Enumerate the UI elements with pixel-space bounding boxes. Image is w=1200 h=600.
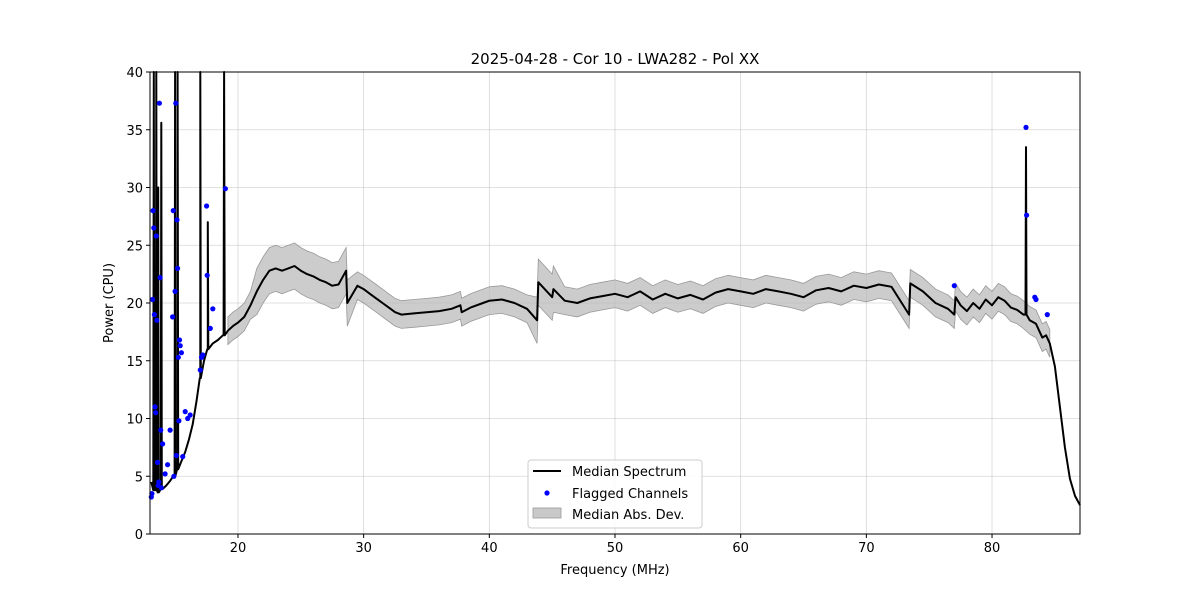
- x-tick-label: 60: [732, 541, 749, 556]
- x-tick-label: 70: [858, 541, 875, 556]
- flagged-channel-point: [152, 404, 158, 410]
- flagged-channel-point: [180, 454, 186, 460]
- y-tick-label: 30: [126, 182, 143, 197]
- flagged-channel-point: [1044, 312, 1050, 318]
- y-axis-label: Power (CPU): [102, 263, 117, 343]
- flagged-channel-point: [167, 427, 173, 433]
- flagged-channel-point: [158, 427, 164, 433]
- flagged-channel-point: [171, 473, 177, 479]
- flagged-channel-point: [170, 314, 176, 320]
- flagged-channel-point: [1033, 296, 1039, 303]
- flagged-channel-point: [200, 352, 206, 358]
- flagged-channel-point: [173, 100, 179, 106]
- flagged-channel-point: [154, 459, 161, 465]
- legend-box: [527, 459, 703, 529]
- legend-label-flagged: Flagged Channels: [572, 487, 688, 502]
- y-tick-label: 20: [126, 297, 143, 312]
- flagged-channel-point: [153, 233, 159, 239]
- flagged-channel-point: [157, 275, 163, 281]
- flagged-channel-point: [1023, 124, 1029, 130]
- flagged-channel-point: [172, 288, 178, 294]
- flagged-channel-point: [150, 208, 156, 214]
- flagged-channel-point: [151, 225, 157, 231]
- y-tick-label: 15: [126, 355, 143, 370]
- mad-band-area: [227, 242, 1051, 358]
- x-tick-label: 80: [984, 541, 1001, 556]
- flagged-channel-point: [156, 479, 162, 485]
- flagged-channel-point: [175, 265, 181, 271]
- chart-title: 2025-04-28 - Cor 10 - LWA282 - Pol XX: [471, 50, 760, 68]
- y-tick-label: 5: [135, 470, 143, 485]
- flagged-channel-point: [951, 283, 957, 289]
- legend-point-swatch: [544, 490, 550, 496]
- x-tick-label: 40: [481, 541, 498, 556]
- flagged-channel-point: [165, 462, 171, 468]
- flagged-channel-point: [156, 100, 162, 106]
- legend-label-mad: Median Abs. Dev.: [572, 508, 684, 523]
- flagged-channel-point: [222, 186, 228, 192]
- y-axis-ticks: 0 5 10 15 20 25 30 35 40: [126, 66, 150, 543]
- flagged-channel-point: [187, 412, 193, 418]
- flagged-channel-point: [154, 317, 160, 323]
- x-tick-label: 20: [230, 541, 247, 556]
- flagged-channel-point: [176, 418, 182, 424]
- x-axis-ticks: 20 30 40 50 60 70 80: [230, 534, 1001, 556]
- x-tick-label: 30: [355, 541, 372, 556]
- flagged-channel-point: [178, 350, 184, 356]
- flagged-channel-point: [182, 409, 188, 415]
- flagged-channel-point: [158, 485, 164, 491]
- legend-label-median: Median Spectrum: [572, 465, 686, 480]
- y-tick-label: 10: [126, 413, 143, 428]
- flagged-channel-point: [210, 306, 216, 312]
- flagged-channel-point: [204, 272, 210, 278]
- y-tick-label: 0: [135, 528, 143, 543]
- flagged-channel-point: [153, 410, 159, 416]
- flagged-channel-point: [149, 296, 156, 303]
- flagged-channel-point: [170, 208, 176, 214]
- legend: Median Spectrum Flagged Channels Median …: [527, 459, 703, 529]
- legend-band-swatch: [532, 507, 562, 519]
- flagged-channel-point: [151, 312, 157, 318]
- median-abs-dev-band: [227, 242, 1051, 358]
- plot-area: [148, 71, 1081, 535]
- y-tick-label: 40: [126, 66, 143, 81]
- flagged-channel-point: [173, 452, 179, 459]
- flagged-channel-point: [149, 491, 155, 497]
- median-spectrum-series: [150, 71, 1081, 506]
- flagged-channel-point: [160, 441, 166, 447]
- flagged-channel-point: [174, 217, 180, 223]
- x-axis-label: Frequency (MHz): [560, 563, 669, 578]
- y-tick-label: 25: [126, 239, 143, 254]
- flagged-channel-point: [162, 471, 168, 477]
- median-spectrum-line: [150, 71, 1081, 506]
- flagged-channel-point: [204, 203, 210, 209]
- flagged-channel-point: [207, 325, 213, 331]
- y-tick-label: 35: [126, 124, 143, 139]
- flagged-channel-point: [1024, 212, 1030, 218]
- flagged-channel-point: [176, 337, 183, 343]
- flagged-channel-point: [175, 354, 181, 360]
- flagged-channel-point: [177, 343, 183, 349]
- flagged-channels-series: [148, 100, 1050, 500]
- x-tick-label: 50: [607, 541, 624, 556]
- flagged-channel-point: [197, 367, 203, 373]
